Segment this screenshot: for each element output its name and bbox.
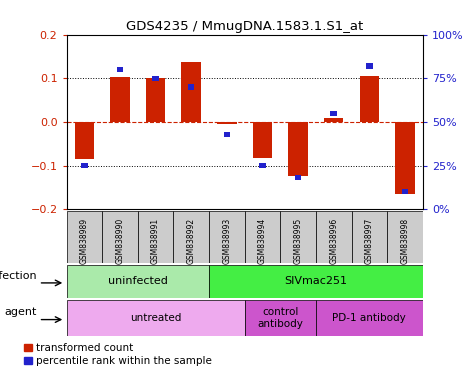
Bar <box>316 211 352 263</box>
Text: GSM838990: GSM838990 <box>115 217 124 264</box>
Bar <box>66 300 245 336</box>
Bar <box>245 211 280 263</box>
Bar <box>117 67 123 72</box>
Bar <box>316 300 423 336</box>
Bar <box>66 265 209 298</box>
Text: GSM838989: GSM838989 <box>80 217 89 263</box>
Text: infection: infection <box>0 271 37 281</box>
Bar <box>324 118 343 122</box>
Text: GSM838992: GSM838992 <box>187 217 196 263</box>
Bar <box>288 122 308 175</box>
Bar <box>102 211 138 263</box>
Text: PD-1 antibody: PD-1 antibody <box>332 313 406 323</box>
Bar <box>81 163 87 168</box>
Bar <box>360 76 379 122</box>
Bar <box>259 163 266 168</box>
Title: GDS4235 / MmugDNA.1583.1.S1_at: GDS4235 / MmugDNA.1583.1.S1_at <box>126 20 363 33</box>
Bar <box>188 84 194 89</box>
Text: GSM838993: GSM838993 <box>222 217 231 264</box>
Text: untreated: untreated <box>130 313 181 323</box>
Bar <box>331 111 337 116</box>
Text: control
antibody: control antibody <box>257 307 303 329</box>
Bar <box>224 132 230 137</box>
Bar <box>217 122 237 124</box>
Legend: transformed count, percentile rank within the sample: transformed count, percentile rank withi… <box>24 343 211 366</box>
Bar <box>66 211 102 263</box>
Text: agent: agent <box>4 307 37 317</box>
Bar <box>366 63 372 69</box>
Bar <box>146 78 165 122</box>
Bar <box>110 77 130 122</box>
Text: uninfected: uninfected <box>108 276 168 286</box>
Text: GSM838997: GSM838997 <box>365 217 374 264</box>
Bar <box>181 62 201 122</box>
Bar <box>152 76 159 81</box>
Bar <box>387 211 423 263</box>
Text: GSM838994: GSM838994 <box>258 217 267 264</box>
Text: GSM838995: GSM838995 <box>294 217 303 264</box>
Bar <box>245 300 316 336</box>
Text: SIVmac251: SIVmac251 <box>285 276 347 286</box>
Bar <box>138 211 173 263</box>
Text: GSM838998: GSM838998 <box>400 217 409 263</box>
Text: GSM838996: GSM838996 <box>329 217 338 264</box>
Bar <box>75 122 94 159</box>
Bar <box>402 189 408 194</box>
Bar <box>295 175 301 180</box>
Bar <box>280 211 316 263</box>
Bar <box>395 122 415 194</box>
Bar <box>209 265 423 298</box>
Bar <box>209 211 245 263</box>
Text: GSM838991: GSM838991 <box>151 217 160 263</box>
Bar <box>352 211 387 263</box>
Bar <box>173 211 209 263</box>
Bar <box>253 122 272 158</box>
